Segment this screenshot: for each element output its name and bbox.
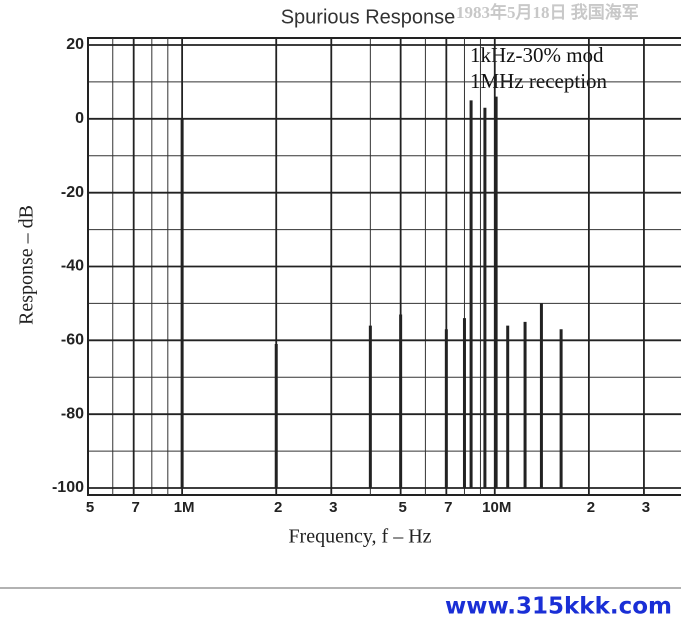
chart-title: Spurious Response (281, 6, 456, 28)
x-tick-label: 7 (444, 499, 452, 516)
x-tick-label: 2 (587, 499, 595, 516)
y-tick-label: -100 (52, 479, 84, 496)
footer: www.315kkk.com (445, 594, 672, 620)
y-tick-label: 0 (75, 110, 84, 127)
y-tick-label: -60 (61, 332, 84, 349)
watermark: 1983年5月18日 我国海军 (456, 2, 639, 22)
x-tick-label: 7 (132, 499, 140, 516)
y-tick-label: 20 (66, 36, 84, 53)
annotation: 1kHz-30% mod (470, 43, 604, 67)
y-axis-label: Response – dB (16, 205, 38, 325)
y-tick-label: -40 (61, 258, 84, 275)
x-tick-label: 10M (482, 499, 511, 516)
x-tick-label: 1M (174, 499, 195, 516)
x-tick-label: 3 (642, 499, 650, 516)
y-tick-label: -80 (61, 405, 84, 422)
x-tick-label: 3 (329, 499, 337, 516)
x-axis-label: Frequency, f – Hz (288, 526, 431, 548)
x-tick-label: 2 (274, 499, 282, 516)
annotation: 1MHz reception (470, 69, 608, 93)
x-tick-label: 5 (86, 499, 94, 516)
x-tick-label: 5 (398, 499, 406, 516)
y-tick-label: -20 (61, 184, 84, 201)
